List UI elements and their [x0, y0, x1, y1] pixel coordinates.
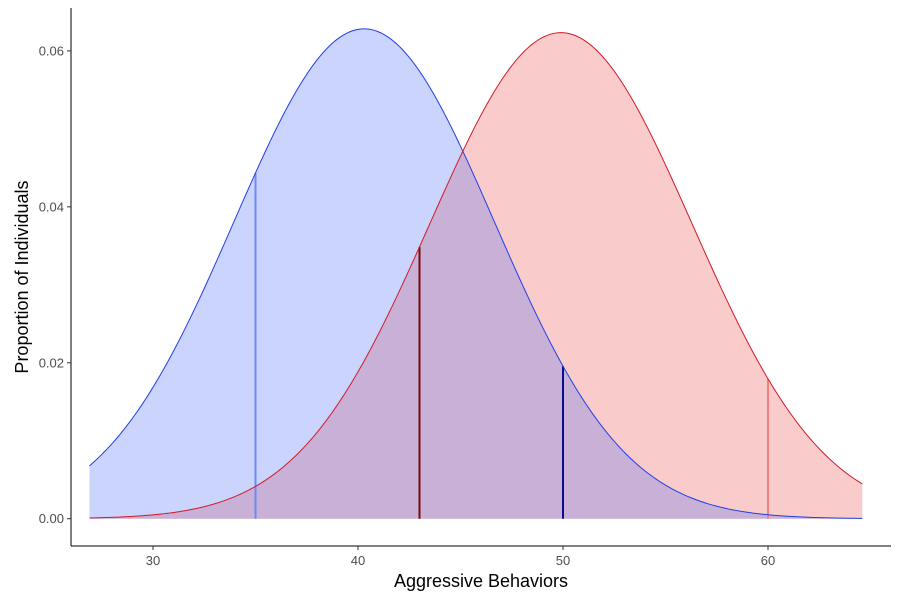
axes: 30 40 50 60 0.00 0.02 0.04 0.06 — [39, 8, 891, 568]
red-density-line — [89, 32, 863, 519]
plot-area — [89, 28, 863, 519]
y-axis-ticks: 0.00 0.02 0.04 0.06 — [39, 43, 71, 526]
y-tick-label: 0.04 — [39, 199, 64, 214]
x-tick-label: 30 — [146, 553, 160, 568]
blue-density-line — [89, 28, 863, 519]
x-tick-label: 60 — [761, 553, 775, 568]
x-axis-title: Aggressive Behaviors — [394, 571, 568, 591]
x-tick-label: 40 — [351, 553, 365, 568]
y-tick-label: 0.02 — [39, 355, 64, 370]
x-tick-label: 50 — [556, 553, 570, 568]
x-axis-ticks: 30 40 50 60 — [146, 546, 775, 568]
y-axis-title: Proportion of Individuals — [12, 180, 32, 373]
y-tick-label: 0.00 — [39, 511, 64, 526]
y-tick-label: 0.06 — [39, 43, 64, 58]
